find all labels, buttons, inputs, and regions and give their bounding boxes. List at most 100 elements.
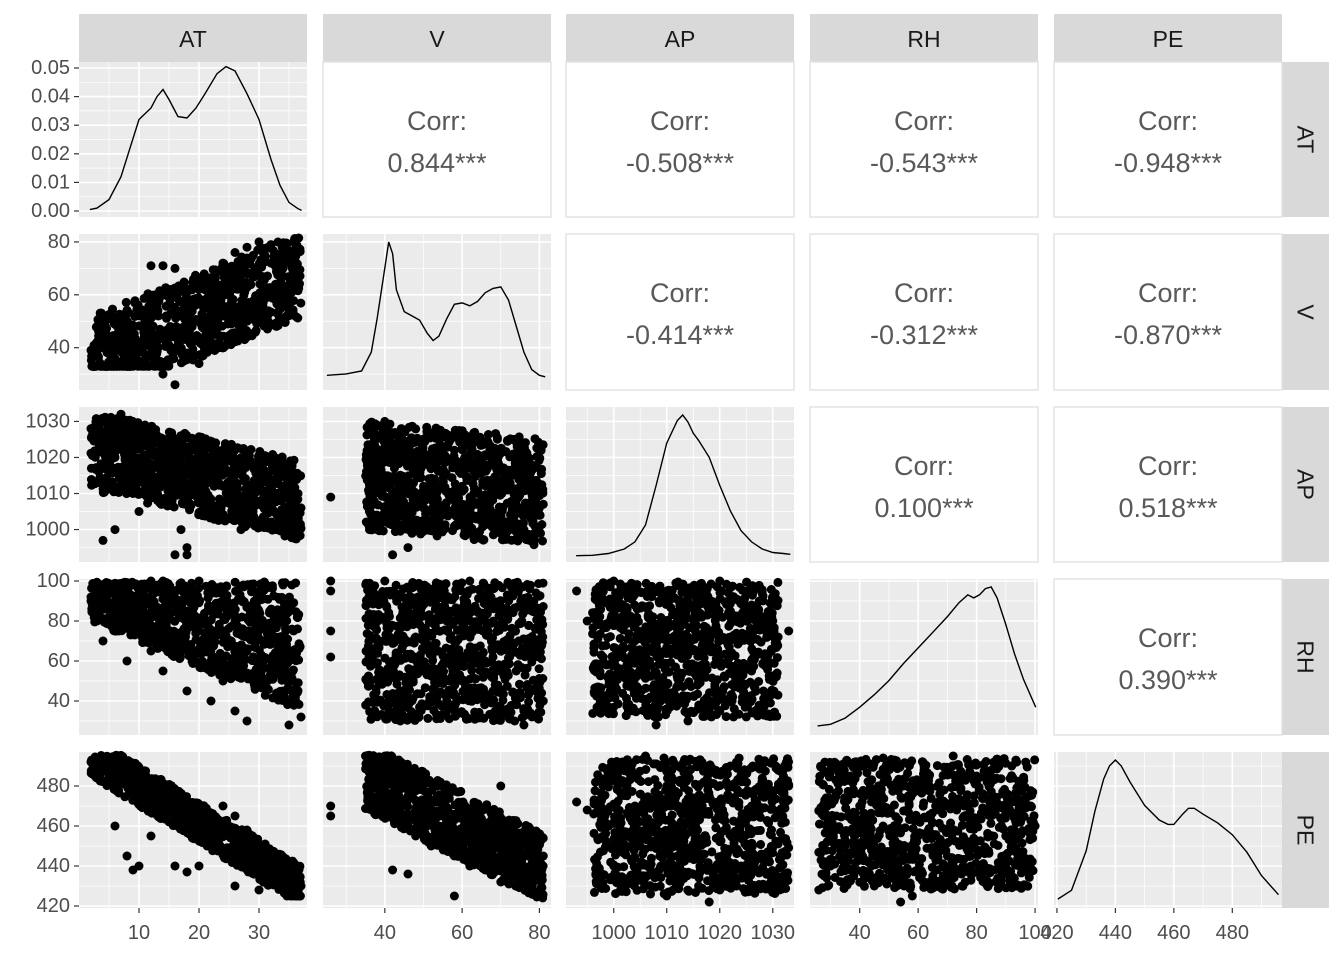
data-point	[122, 460, 132, 470]
cloud-point	[382, 618, 392, 628]
data-point	[364, 507, 374, 516]
cloud-point	[296, 298, 306, 308]
data-point	[110, 586, 120, 596]
cloud-point	[111, 420, 121, 430]
cloud-point	[186, 500, 196, 510]
column-label-at: AT	[179, 26, 207, 52]
cloud-point	[532, 681, 542, 691]
cloud-point	[167, 588, 177, 598]
data-point	[254, 481, 264, 491]
cloud-point	[430, 614, 439, 624]
corr-label: Corr:	[1138, 106, 1198, 136]
data-point	[480, 656, 490, 666]
column-label-pe: PE	[1153, 26, 1184, 52]
cloud-point	[527, 534, 537, 544]
cloud-point	[153, 630, 163, 640]
cloud-point	[363, 646, 373, 656]
data-point	[218, 343, 228, 353]
cloud-point	[410, 487, 419, 497]
cloud-point	[277, 578, 287, 588]
cloud-point	[526, 513, 536, 523]
data-point	[230, 616, 240, 626]
data-point	[388, 550, 398, 560]
cloud-point	[275, 594, 285, 604]
cloud-point	[144, 361, 154, 371]
cloud-point	[121, 446, 131, 456]
cloud-point	[253, 318, 263, 328]
cloud-point	[465, 504, 475, 513]
data-point	[104, 434, 114, 444]
row-label-ap: AP	[1293, 469, 1319, 500]
data-point	[128, 489, 138, 498]
cloud-point	[263, 594, 273, 604]
data-point	[465, 576, 475, 586]
data-point	[140, 420, 150, 430]
cloud-point	[431, 625, 441, 635]
data-point	[364, 424, 374, 434]
cloud-point	[259, 577, 269, 587]
data-point	[511, 496, 521, 506]
cloud-point	[498, 690, 508, 700]
cloud-point	[99, 327, 109, 337]
data-point	[242, 311, 252, 321]
cloud-point	[478, 535, 488, 545]
cloud-point	[423, 713, 433, 723]
cloud-point	[170, 489, 180, 499]
column-strip-at	[79, 14, 307, 62]
cloud-point	[251, 656, 261, 666]
cloud-point	[188, 605, 198, 615]
cloud-point	[364, 488, 374, 498]
cloud-point	[407, 528, 417, 538]
column-strip-ap	[566, 14, 794, 62]
cloud-point	[114, 433, 124, 443]
cloud-point	[398, 490, 408, 499]
cloud-point	[201, 581, 211, 591]
cloud-point	[295, 531, 305, 541]
data-point	[380, 471, 390, 480]
corr-panel-at-ap: Corr:-0.508***	[565, 61, 795, 218]
cloud-point	[102, 475, 112, 485]
cloud-point	[218, 304, 228, 314]
cloud-point	[230, 515, 240, 525]
cloud-point	[152, 602, 162, 612]
cloud-point	[470, 427, 480, 437]
cloud-point	[418, 522, 428, 531]
data-point	[146, 576, 156, 586]
cloud-point	[382, 435, 392, 445]
cloud-point	[456, 624, 466, 634]
data-point	[134, 356, 144, 366]
cloud-point	[374, 614, 384, 624]
cloud-point	[380, 492, 390, 501]
data-point	[254, 237, 264, 247]
scatter-panel-rh-at	[79, 576, 307, 735]
cloud-point	[363, 620, 373, 630]
cloud-point	[293, 613, 303, 623]
cloud-point	[133, 348, 143, 357]
cloud-point	[534, 579, 544, 589]
data-point	[158, 666, 168, 676]
cloud-point	[405, 591, 415, 601]
cloud-point	[363, 681, 373, 691]
data-point	[98, 535, 108, 545]
cloud-point	[153, 458, 163, 468]
cloud-point	[161, 301, 171, 311]
cloud-point	[274, 318, 284, 328]
data-point	[182, 550, 192, 560]
cloud-point	[272, 472, 282, 481]
corr-value: 0.100***	[874, 493, 974, 523]
cloud-point	[382, 427, 392, 437]
cloud-point	[534, 664, 544, 674]
cloud-point	[196, 507, 206, 517]
cloud-point	[400, 634, 410, 644]
data-point	[134, 507, 144, 516]
data-point	[442, 471, 452, 480]
corr-panel-ap-rh: Corr:0.100***	[809, 406, 1039, 563]
cloud-point	[166, 285, 176, 294]
cloud-point	[108, 304, 117, 314]
cloud-point	[382, 603, 392, 612]
cloud-point	[287, 580, 297, 590]
cloud-point	[487, 522, 497, 532]
data-point	[218, 481, 228, 491]
cloud-point	[513, 437, 523, 447]
cloud-point	[411, 599, 421, 608]
